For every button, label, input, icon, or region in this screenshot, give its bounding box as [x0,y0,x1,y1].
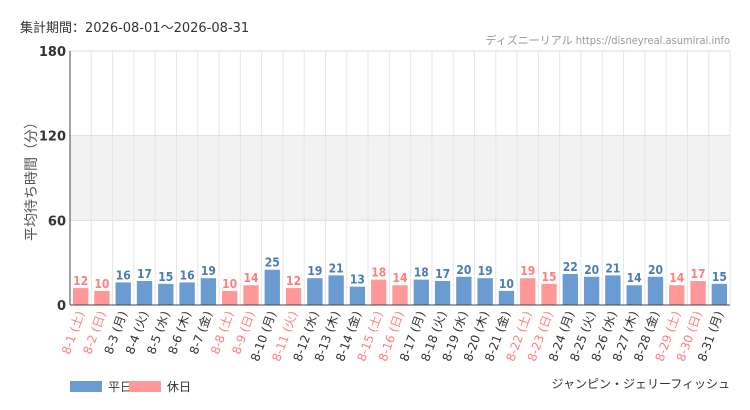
y-tick-label: 0 [57,299,66,314]
bar-value-label: 20 [584,263,599,277]
bar-value-label: 18 [371,266,386,280]
bar [328,275,344,305]
bar-value-label: 19 [201,264,216,278]
bar [583,276,600,305]
bar [158,283,174,305]
bar-value-label: 16 [180,268,195,282]
bar [647,276,664,305]
bar [456,276,472,305]
attraction-name: ジャンピン・ジェリーフィッシュ [552,377,730,391]
legend-weekday-label: 平日 [108,380,133,394]
bar [94,290,110,305]
bar [243,285,259,305]
bar-value-label: 16 [116,268,131,282]
bar-value-label: 15 [712,270,727,284]
bar [179,282,195,305]
chart-bars: 12 10 16 17 15 16 19 10 14 25 12 19 21 13 18 14 18 17 20 19… [72,256,728,305]
bar-value-label: 21 [605,261,620,275]
bar [200,278,217,305]
bar-value-label: 19 [520,264,535,278]
chart-grid [69,50,731,306]
bar [669,285,685,305]
bar-value-label: 17 [435,267,450,281]
bar-value-label: 10 [222,277,237,291]
bar-value-label: 14 [669,271,685,285]
bar [541,283,557,305]
bar [711,283,728,305]
bar [690,281,706,305]
legend-holiday-label: 休日 [167,380,192,394]
bar-value-label: 14 [392,271,408,285]
bar [605,275,621,305]
period-range: 2026-08-01～2026-08-31 [85,21,250,36]
bar-value-label: 15 [158,270,173,284]
legend-holiday-swatch [129,381,161,392]
bar [222,290,238,305]
credit-text: ディズニーリアル https://disneyreal.asumirai.inf… [486,33,730,47]
bar [434,281,451,305]
bar [477,278,493,305]
bar [371,279,387,305]
bar [413,279,429,305]
bar [285,288,302,305]
y-axis-label: 平均待ち時間（分） [24,115,40,241]
bar [307,278,323,305]
bar-value-label: 20 [648,263,663,277]
y-tick-label: 60 [48,214,66,229]
bar-value-label: 14 [243,271,259,285]
bar [562,273,578,305]
bar [392,285,408,305]
bar-value-label: 17 [137,267,152,281]
bar-value-label: 12 [73,274,88,288]
bar-value-label: 25 [265,256,280,270]
bar [264,269,280,305]
bar [520,278,536,305]
grid-band [70,135,730,221]
bar-value-label: 15 [542,270,557,284]
bar-value-label: 22 [563,260,578,274]
bar-value-label: 10 [94,277,109,291]
bar [72,288,89,305]
bar-value-label: 12 [286,274,301,288]
bar-value-label: 19 [307,264,322,278]
legend-holiday[interactable]: 休日 [129,378,191,395]
bar-value-label: 21 [329,261,344,275]
bar-value-label: 10 [499,277,514,291]
bar-value-label: 13 [350,273,365,287]
bar [626,285,642,305]
bar-value-label: 17 [691,267,706,281]
bar [115,282,131,305]
y-tick-label: 180 [39,45,66,60]
legend-weekday[interactable]: 平日 [70,378,132,395]
bar-value-label: 19 [478,264,493,278]
bar-value-label: 14 [627,271,643,285]
bar [349,286,366,305]
legend-weekday-swatch [70,381,102,392]
y-tick-label: 120 [39,130,66,145]
bar-value-label: 20 [456,263,471,277]
bar [136,281,153,305]
bar-value-label: 18 [414,266,429,280]
bar [498,290,515,305]
period-label: 集計期間：2026-08-01～2026-08-31 [20,21,250,36]
chart-bands [70,135,730,221]
